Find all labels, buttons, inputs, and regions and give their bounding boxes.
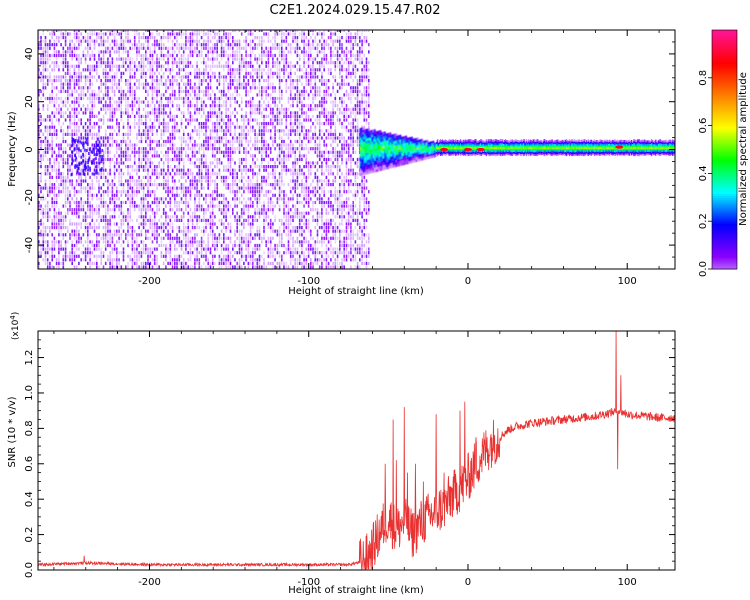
colorbar-label: Normalized spectral amplitude — [738, 72, 749, 226]
snr-y-tick-label: 0.6 — [24, 456, 35, 472]
spectrogram-y-tick-label: -40 — [24, 237, 35, 253]
snr-y-tick-label: 0.2 — [24, 527, 35, 543]
snr-y-tick-label: 1.2 — [24, 350, 35, 366]
snr-panel: -200 -100 0 100 0.0 0.2 0.4 0.6 0.8 1.0 1.2 Height… — [7, 312, 676, 596]
snr-plot-area — [38, 331, 675, 570]
spectrogram-x-tick-label: -100 — [297, 276, 320, 287]
spectrogram-heatmap — [38, 30, 675, 269]
spectrogram-x-tick-label: 100 — [618, 276, 637, 287]
colorbar-tick-label: 0.2 — [698, 213, 709, 229]
heatmap-carrier-band — [436, 139, 675, 157]
colorbar-tick-label: 0.0 — [698, 261, 709, 277]
colorbar-tick-label: 0.4 — [698, 165, 709, 181]
spectrogram-x-tick-label: 0 — [465, 276, 471, 287]
heatmap-onset-region — [359, 127, 438, 176]
snr-xlabel: Height of straight line (km) — [288, 585, 424, 596]
heatmap-hotspot — [476, 147, 485, 152]
snr-y-tick-label: 0.8 — [24, 420, 35, 436]
snr-exponent-label: (x104) — [9, 312, 21, 340]
snr-y-tick-label: 0.0 — [24, 562, 35, 578]
snr-y-tick-label: 1.0 — [24, 385, 35, 401]
colorbar-ticks: 0.0 0.2 0.4 0.6 0.8 — [698, 70, 712, 277]
snr-ylabel: SNR (10 * v/v) — [7, 396, 18, 467]
heatmap-noise-region — [38, 30, 370, 269]
snr-x-tick-label: 0 — [465, 577, 471, 588]
snr-y-tick-label: 0.4 — [24, 491, 35, 507]
heatmap-hotspot — [440, 147, 449, 152]
heatmap-hotspot — [615, 145, 624, 149]
colorbar: 0.0 0.2 0.4 0.6 0.8 Normalized spectral ampl… — [698, 29, 749, 277]
heatmap-hotspot — [463, 147, 472, 152]
spectrogram-y-tick-label: 20 — [24, 95, 35, 108]
spectrogram-xlabel: Height of straight line (km) — [288, 286, 424, 297]
snr-series-line — [38, 331, 675, 570]
colorbar-gradient — [712, 30, 737, 270]
chart-title: C2E1.2024.029.15.47.R02 — [269, 3, 440, 18]
spectrogram-y-tick-label: -20 — [24, 189, 35, 205]
snr-ticks: -200 -100 0 100 0.0 0.2 0.4 0.6 0.8 1.0 1.2 — [24, 331, 675, 588]
snr-x-tick-label: -200 — [138, 577, 161, 588]
spectrogram-y-tick-label: 40 — [24, 48, 35, 61]
spectrogram-x-tick-label: -200 — [138, 276, 161, 287]
spectrogram-ylabel: Frequency (Hz) — [7, 111, 18, 187]
spectrogram-y-tick-label: 0 — [24, 146, 35, 152]
heatmap-hotspots — [440, 145, 624, 152]
snr-x-tick-label: -100 — [297, 577, 320, 588]
snr-x-tick-label: 100 — [618, 577, 637, 588]
colorbar-tick-label: 0.6 — [698, 118, 709, 134]
colorbar-tick-label: 0.8 — [698, 70, 709, 86]
